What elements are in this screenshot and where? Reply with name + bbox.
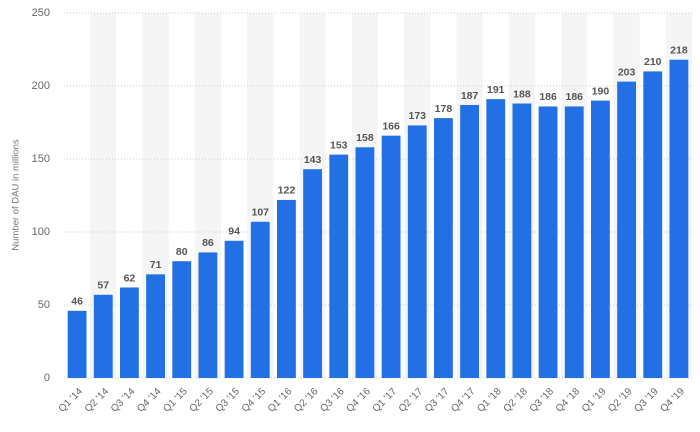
x-tick-label: Q4 '19	[659, 386, 688, 415]
value-label: 173	[408, 110, 426, 122]
bar	[67, 310, 87, 378]
value-label: 210	[644, 56, 662, 68]
bar	[538, 106, 558, 378]
x-tick-label: Q4 '14	[135, 386, 164, 415]
bar	[643, 71, 663, 379]
value-label: 86	[202, 237, 214, 249]
x-tick-label: Q1 '18	[475, 386, 504, 415]
bar	[355, 147, 375, 378]
value-label: 153	[330, 139, 348, 151]
value-label: 187	[461, 90, 479, 102]
bar	[224, 240, 244, 378]
bar	[303, 169, 323, 378]
x-tick-label: Q3 '15	[214, 386, 243, 415]
bar	[590, 100, 610, 378]
bar	[250, 221, 270, 378]
x-tick-label: Q3 '17	[423, 386, 452, 415]
y-tick-label: 50	[38, 299, 50, 311]
value-label: 107	[251, 207, 269, 219]
x-tick-label: Q3 '16	[318, 386, 347, 415]
bar	[617, 81, 637, 379]
x-tick-label: Q1 '15	[161, 386, 190, 415]
value-label: 46	[71, 296, 83, 308]
bar	[381, 135, 401, 378]
bar	[564, 106, 584, 378]
bar	[146, 274, 166, 378]
value-label: 186	[539, 91, 557, 103]
bar	[512, 103, 532, 379]
value-label: 71	[150, 259, 162, 271]
value-label: 203	[618, 66, 636, 78]
value-label: 57	[97, 280, 109, 292]
y-tick-label: 0	[44, 372, 50, 384]
bar	[433, 118, 453, 379]
value-label: 218	[670, 45, 688, 57]
y-tick-label: 100	[32, 226, 50, 238]
bar	[276, 199, 296, 378]
value-label: 122	[278, 185, 296, 197]
x-tick-label: Q1 '14	[57, 386, 86, 415]
bar	[119, 287, 139, 378]
value-label: 166	[382, 120, 400, 132]
value-label: 178	[435, 103, 453, 115]
x-tick-label: Q3 '19	[632, 386, 661, 415]
x-tick-label: Q2 '15	[188, 386, 217, 415]
value-label: 188	[513, 88, 531, 100]
bar	[669, 59, 689, 378]
x-tick-label: Q4 '18	[554, 386, 583, 415]
bar	[93, 294, 113, 378]
x-tick-label: Q4 '17	[449, 386, 478, 415]
value-label: 158	[356, 132, 374, 144]
x-tick-label: Q1 '17	[371, 386, 400, 415]
value-label: 186	[565, 91, 583, 103]
bar	[407, 125, 427, 378]
y-tick-label: 250	[32, 7, 50, 19]
value-label: 190	[592, 85, 610, 97]
bar	[172, 261, 192, 378]
x-tick-label: Q2 '18	[502, 386, 531, 415]
bar	[486, 99, 506, 378]
x-tick-label: Q2 '16	[292, 386, 321, 415]
value-label: 80	[176, 246, 188, 258]
bar	[198, 252, 218, 378]
bar	[329, 154, 349, 378]
x-tick-label: Q2 '14	[83, 386, 112, 415]
x-tick-label: Q2 '19	[606, 386, 635, 415]
value-label: 94	[228, 226, 240, 238]
x-tick-label: Q4 '15	[240, 386, 269, 415]
y-axis-label: Number of DAU in millions	[11, 139, 22, 251]
x-tick-label: Q1 '16	[266, 386, 295, 415]
x-tick-label: Q2 '17	[397, 386, 426, 415]
value-label: 143	[304, 154, 322, 166]
x-tick-label: Q1 '19	[580, 386, 609, 415]
value-label: 191	[487, 84, 505, 96]
bar	[460, 104, 480, 378]
y-tick-label: 150	[32, 153, 50, 165]
value-label: 62	[124, 272, 136, 284]
x-tick-label: Q3 '18	[528, 386, 557, 415]
y-tick-label: 200	[32, 80, 50, 92]
x-tick-label: Q4 '16	[345, 386, 374, 415]
x-tick-label: Q3 '14	[109, 386, 138, 415]
